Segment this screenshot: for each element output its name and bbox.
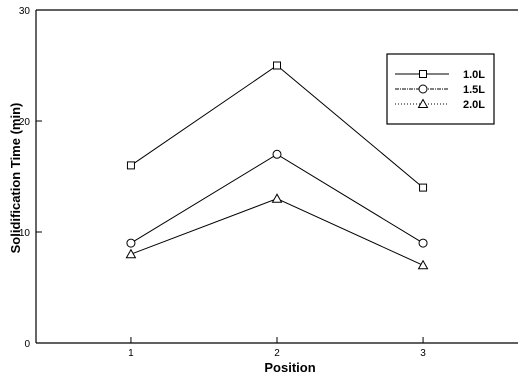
legend-item: 2.0L <box>395 98 485 111</box>
legend-label: 1.0L <box>463 69 485 81</box>
y-tick-label: 0 <box>24 339 30 350</box>
legend-marker <box>419 70 427 78</box>
x-tick-label: 1 <box>128 348 134 359</box>
data-point <box>419 183 428 192</box>
data-point <box>271 193 283 203</box>
series-line <box>130 198 424 266</box>
data-point <box>417 259 429 270</box>
legend-label: 2.0L <box>463 99 485 111</box>
data-point <box>125 248 137 259</box>
y-axis-title: Solidification Time (min) <box>8 103 23 254</box>
data-point <box>273 61 281 70</box>
legend-item: 1.0L <box>395 69 485 81</box>
series-1.5L <box>126 149 428 248</box>
data-point <box>418 238 428 248</box>
series-2.0L <box>125 193 429 270</box>
series-line <box>130 64 424 188</box>
x-tick-label: 3 <box>420 348 426 359</box>
x-axis-title: Position <box>264 360 315 375</box>
series-1.0L <box>126 61 428 192</box>
data-point <box>272 149 282 159</box>
data-point <box>126 238 136 248</box>
legend-item: 1.5L <box>395 84 485 96</box>
data-point <box>126 161 135 170</box>
legend-marker <box>417 98 429 108</box>
y-tick-label: 30 <box>19 6 31 17</box>
axes: 0 10 20 30 1 2 3 <box>19 6 518 359</box>
y-tick-label: 20 <box>19 117 31 128</box>
y-tick-label: 10 <box>19 228 31 239</box>
x-tick-label: 2 <box>274 348 280 359</box>
legend: 1.0L 1.5L 2.0L <box>386 53 495 125</box>
legend-marker <box>418 84 428 94</box>
legend-label: 1.5L <box>463 84 485 96</box>
series-layer <box>125 61 429 270</box>
